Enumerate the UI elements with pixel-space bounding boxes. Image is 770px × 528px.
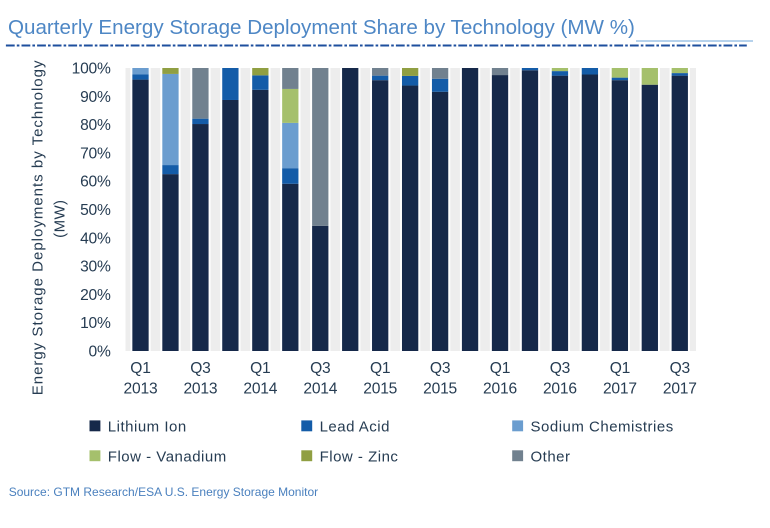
svg-text:Quarterly Energy Storage Deplo: Quarterly Energy Storage Deployment Shar… xyxy=(8,16,635,39)
svg-text:2017: 2017 xyxy=(603,380,637,397)
svg-text:Lead Acid: Lead Acid xyxy=(320,419,390,436)
svg-text:2013: 2013 xyxy=(183,380,217,397)
svg-text:2016: 2016 xyxy=(543,380,577,397)
svg-text:(MW): (MW) xyxy=(51,200,68,238)
svg-text:Energy Storage Deployments by: Energy Storage Deployments by Technology xyxy=(29,60,46,396)
svg-text:20%: 20% xyxy=(80,287,111,304)
svg-text:2015: 2015 xyxy=(363,380,397,397)
svg-text:10%: 10% xyxy=(80,315,111,332)
svg-text:Lithium Ion: Lithium Ion xyxy=(108,419,187,436)
svg-text:Q3: Q3 xyxy=(430,360,450,377)
svg-text:Q1: Q1 xyxy=(610,360,630,377)
svg-text:Q1: Q1 xyxy=(370,360,390,377)
svg-text:Q3: Q3 xyxy=(550,360,570,377)
svg-text:Flow - Zinc: Flow - Zinc xyxy=(320,449,399,466)
svg-text:2013: 2013 xyxy=(124,380,158,397)
svg-text:50%: 50% xyxy=(80,202,111,219)
svg-text:Q3: Q3 xyxy=(310,360,330,377)
svg-text:Q1: Q1 xyxy=(250,360,270,377)
svg-text:Q3: Q3 xyxy=(670,360,690,377)
svg-text:Sodium Chemistries: Sodium Chemistries xyxy=(531,419,674,436)
svg-text:2016: 2016 xyxy=(483,380,517,397)
svg-text:90%: 90% xyxy=(80,89,111,106)
svg-text:100%: 100% xyxy=(72,61,111,78)
svg-text:Q1: Q1 xyxy=(130,360,150,377)
svg-text:80%: 80% xyxy=(80,117,111,134)
svg-text:40%: 40% xyxy=(80,230,111,247)
svg-text:Q3: Q3 xyxy=(190,360,210,377)
svg-text:0%: 0% xyxy=(89,344,111,361)
svg-text:70%: 70% xyxy=(80,145,111,162)
svg-text:2015: 2015 xyxy=(423,380,457,397)
svg-text:2014: 2014 xyxy=(243,380,277,397)
svg-text:30%: 30% xyxy=(80,259,111,276)
svg-text:2017: 2017 xyxy=(663,380,697,397)
svg-text:2014: 2014 xyxy=(303,380,337,397)
svg-text:60%: 60% xyxy=(80,174,111,191)
svg-text:Other: Other xyxy=(531,449,571,466)
svg-text:Q1: Q1 xyxy=(490,360,510,377)
svg-text:Source: GTM Research/ESA U.S.: Source: GTM Research/ESA U.S. Energy Sto… xyxy=(9,485,318,499)
svg-text:Flow - Vanadium: Flow - Vanadium xyxy=(108,449,227,466)
